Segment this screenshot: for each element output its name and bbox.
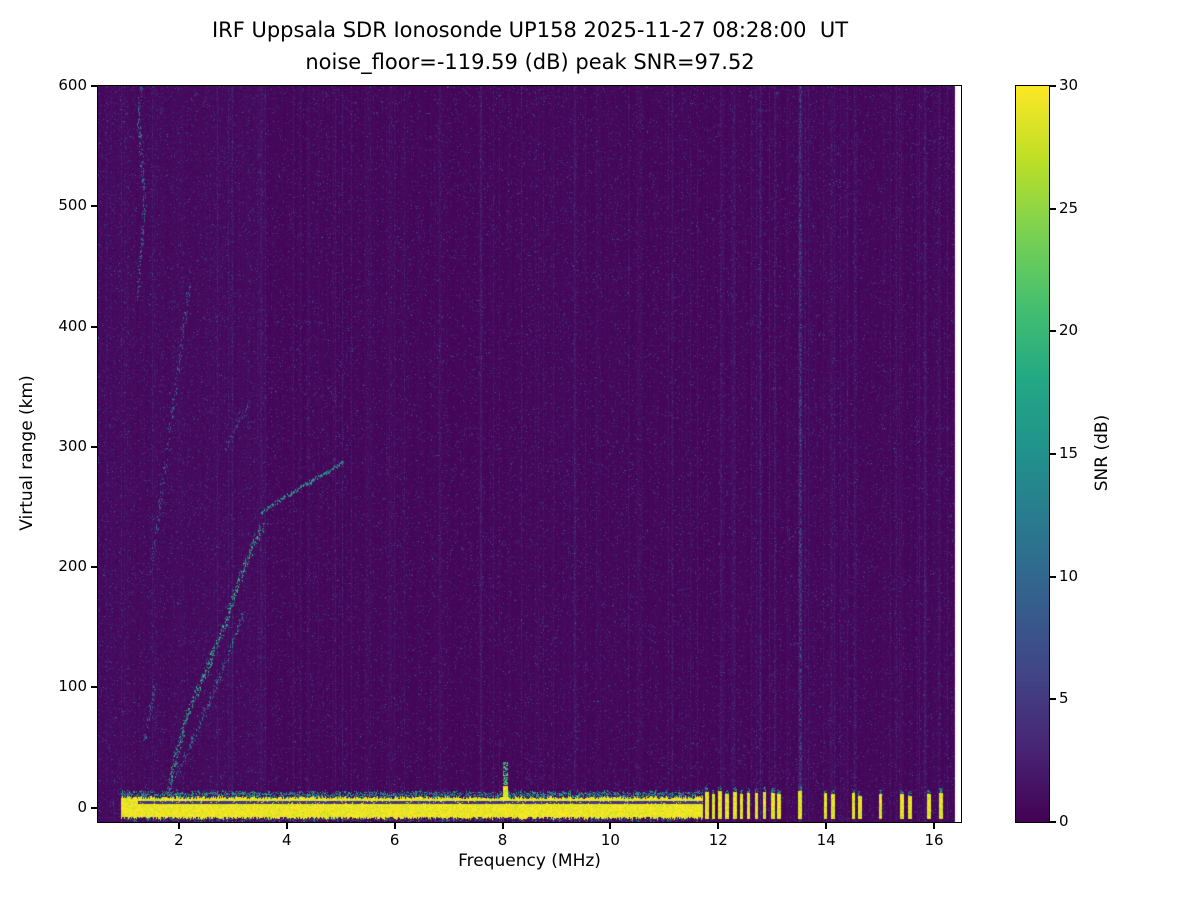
y-tick-label: 400 (58, 316, 87, 335)
y-tick (91, 205, 97, 208)
x-tick-label: 14 (816, 831, 836, 849)
y-tick (91, 85, 97, 87)
x-tick (609, 823, 612, 829)
y-tick (91, 445, 97, 448)
colorbar-tick-label: 0 (1059, 812, 1069, 830)
y-tick-label: 300 (58, 436, 87, 455)
x-tick (933, 823, 936, 829)
colorbar-tick (1050, 330, 1056, 333)
colorbar (1015, 85, 1050, 823)
x-tick (177, 823, 180, 829)
y-axis-label: Virtual range (km) (17, 375, 37, 531)
colorbar-tick (1050, 85, 1056, 87)
colorbar-tick (1050, 575, 1056, 578)
x-tick (717, 823, 720, 829)
chart-subtitle: noise_floor=-119.59 (dB) peak SNR=97.52 (305, 50, 755, 74)
colorbar-tick-label: 30 (1059, 76, 1079, 94)
colorbar-tick-label: 10 (1059, 566, 1079, 585)
y-tick-label: 500 (58, 196, 87, 215)
y-tick (91, 806, 97, 809)
y-tick (91, 566, 97, 569)
colorbar-tick (1050, 698, 1056, 701)
y-tick-label: 0 (77, 797, 87, 816)
x-tick-label: 10 (600, 831, 620, 849)
x-tick-label: 4 (282, 831, 292, 849)
colorbar-tick (1050, 453, 1056, 455)
y-tick-label: 600 (58, 76, 87, 94)
y-tick (91, 686, 97, 689)
x-axis-label: Frequency (MHz) (458, 851, 601, 871)
y-tick-label: 200 (58, 557, 87, 576)
x-tick-label: 6 (389, 831, 400, 849)
colorbar-tick (1050, 821, 1056, 823)
x-tick (501, 823, 504, 829)
x-tick-label: 8 (497, 831, 508, 849)
colorbar-tick-label: 20 (1059, 321, 1079, 340)
x-tick (285, 823, 288, 829)
ionogram-heatmap-canvas (98, 86, 961, 822)
colorbar-tick-label: 25 (1059, 198, 1079, 217)
x-tick-label: 2 (174, 831, 184, 849)
x-tick-label: 12 (708, 831, 728, 849)
colorbar-tick-label: 5 (1059, 689, 1069, 708)
chart-title: IRF Uppsala SDR Ionosonde UP158 2025-11-… (211, 18, 849, 42)
y-tick-label: 100 (58, 677, 87, 696)
x-tick-label: 16 (924, 831, 944, 849)
x-tick (393, 823, 396, 829)
y-tick (91, 325, 97, 328)
x-tick (825, 823, 828, 829)
colorbar-tick (1050, 207, 1056, 210)
colorbar-tick-label: 15 (1059, 444, 1079, 462)
colorbar-gradient (1016, 86, 1049, 822)
plot-area (97, 85, 962, 823)
